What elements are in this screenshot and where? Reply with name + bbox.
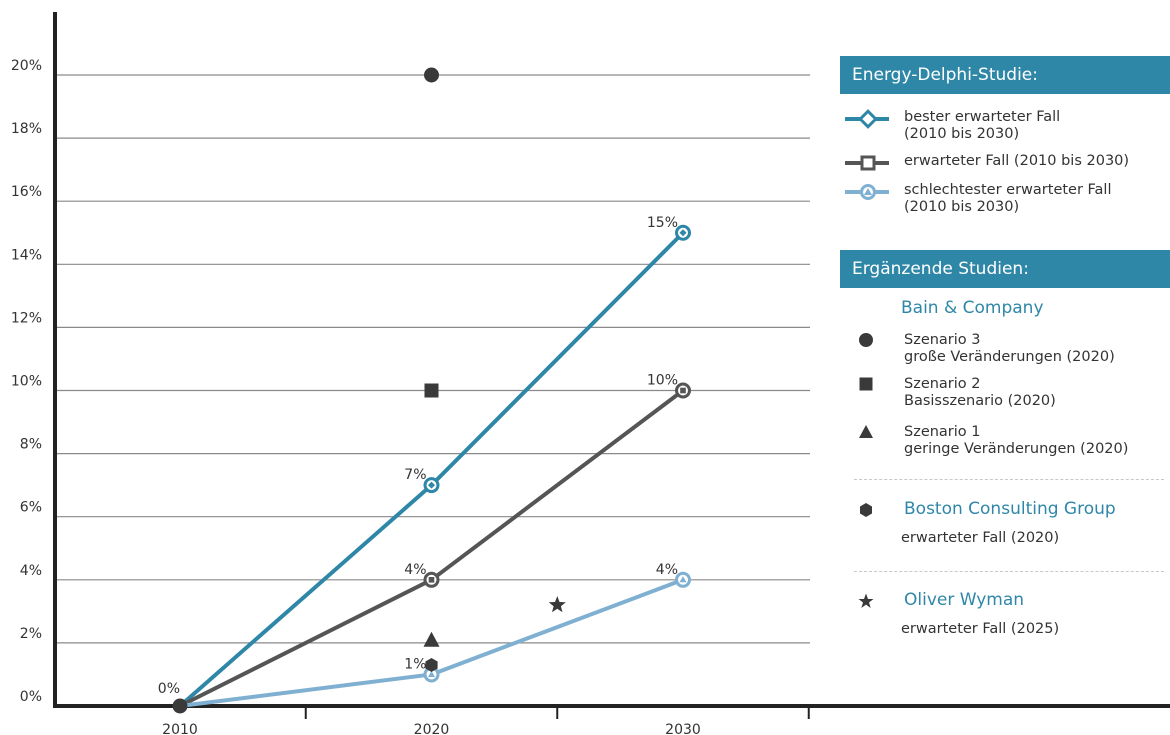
legend-text-line2: (2010 bis 2030) <box>904 199 1020 215</box>
legend-label-best-case: bester erwarteter Fall (2010 bis 2030) <box>904 109 1060 143</box>
y-tick-label: 20% <box>11 58 42 74</box>
triangle-marker-icon <box>845 184 889 200</box>
data-label: 7% <box>404 467 426 483</box>
data-label: 4% <box>656 562 678 578</box>
x-tick-label: 2030 <box>665 722 701 735</box>
legend-text-line1: bester erwarteter Fall <box>904 109 1061 125</box>
y-tick-label: 8% <box>20 437 42 453</box>
data-label: 4% <box>404 562 426 578</box>
data-point-core <box>679 576 687 583</box>
data-labels: 7% 15% 4% 10% 1% 4% 0% <box>158 215 678 697</box>
legend-label-worst-case: schlechtester erwarteter Fall (2010 bis … <box>904 182 1112 216</box>
y-tick-label: 4% <box>20 563 42 579</box>
x-tick-label: 2020 <box>414 722 450 735</box>
data-label: 10% <box>647 373 678 389</box>
circle-marker-icon <box>859 333 873 347</box>
legend-study-bain: Bain & Company <box>901 298 1044 318</box>
legend-study-bcg: Boston Consulting Group <box>904 499 1116 519</box>
study-point-hexagon <box>425 658 438 672</box>
y-tick-label: 14% <box>11 247 42 263</box>
data-label: 15% <box>647 215 678 231</box>
legend-primary: Energy-Delphi-Studie: <box>840 56 1170 94</box>
y-tick-label: 6% <box>20 500 42 516</box>
legend-text-line2: geringe Veränderungen (2020) <box>904 441 1129 457</box>
legend-text-line2: große Veränderungen (2020) <box>904 349 1115 365</box>
y-tick-label: 16% <box>11 184 42 200</box>
legend-label-expected-case: erwarteter Fall (2010 bis 2030) <box>904 153 1129 170</box>
triangle-marker-icon <box>859 425 873 438</box>
legend-text-line1: Szenario 1 <box>904 424 981 440</box>
hexagon-marker-icon <box>860 503 872 517</box>
legend-label-bain-s1: Szenario 1 geringe Veränderungen (2020) <box>904 424 1128 458</box>
y-tick-label: 0% <box>20 689 42 705</box>
legend-secondary: Ergänzende Studien: <box>840 250 1170 288</box>
y-tick-label: 10% <box>11 374 42 390</box>
y-tick-label: 18% <box>11 121 42 137</box>
study-point-square <box>424 383 439 398</box>
star-marker-icon <box>858 593 874 608</box>
origin-point <box>172 698 188 714</box>
legend-divider <box>854 479 1164 480</box>
data-label-start: 0% <box>158 681 180 697</box>
legend-study-wyman: Oliver Wyman <box>904 590 1025 610</box>
legend-sub-wyman: erwarteter Fall (2025) <box>901 621 1060 637</box>
tick-labels: 0% 2% 4% 6% 8% 10% 12% 14% 16% 18% 20% 2010 2020 2030 <box>11 58 701 735</box>
study-point-circle <box>424 67 439 83</box>
y-tick-label: 12% <box>11 310 42 326</box>
data-point-core <box>428 670 435 677</box>
legend-divider <box>854 571 1164 572</box>
legend-sub-bcg: erwarteter Fall (2020) <box>901 530 1060 546</box>
data-point-core <box>679 229 687 237</box>
legend-label-bain-s2: Szenario 2 Basisszenario (2020) <box>904 376 1056 410</box>
axes <box>53 12 1170 719</box>
diamond-marker-icon <box>845 109 889 129</box>
legend-header-secondary: Ergänzende Studien: <box>840 250 1170 288</box>
legend-text-line1: erwarteter Fall (2010 bis 2030) <box>904 153 1130 169</box>
legend-text-line2: (2010 bis 2030) <box>904 126 1020 142</box>
y-tick-label: 2% <box>20 626 42 642</box>
data-point-core <box>427 481 436 489</box>
legend-text-line1: schlechtester erwarteter Fall <box>904 182 1112 198</box>
legend-text-line2: Basisszenario (2020) <box>904 393 1056 409</box>
study-point-star <box>548 596 566 613</box>
study-points <box>423 67 566 672</box>
legend-header-primary: Energy-Delphi-Studie: <box>840 56 1170 94</box>
legend-text-line1: Szenario 2 <box>904 376 981 392</box>
data-point-core <box>428 577 435 583</box>
legend-text-line1: Szenario 3 <box>904 332 981 348</box>
gridlines <box>55 74 810 644</box>
legend-label-bain-s3: Szenario 3 große Veränderungen (2020) <box>904 332 1115 366</box>
square-marker-icon <box>845 155 889 171</box>
data-point-core <box>680 387 686 394</box>
square-marker-icon <box>859 377 873 391</box>
x-tick-label: 2010 <box>162 722 198 735</box>
study-point-triangle <box>423 631 440 647</box>
data-label: 1% <box>404 656 426 672</box>
